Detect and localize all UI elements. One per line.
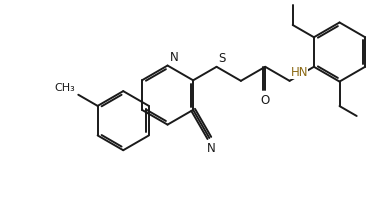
Text: CH₃: CH₃: [55, 83, 75, 93]
Text: O: O: [260, 94, 270, 107]
Text: N: N: [206, 142, 215, 155]
Text: N: N: [170, 51, 178, 64]
Text: HN: HN: [291, 66, 308, 79]
Text: S: S: [219, 52, 226, 65]
